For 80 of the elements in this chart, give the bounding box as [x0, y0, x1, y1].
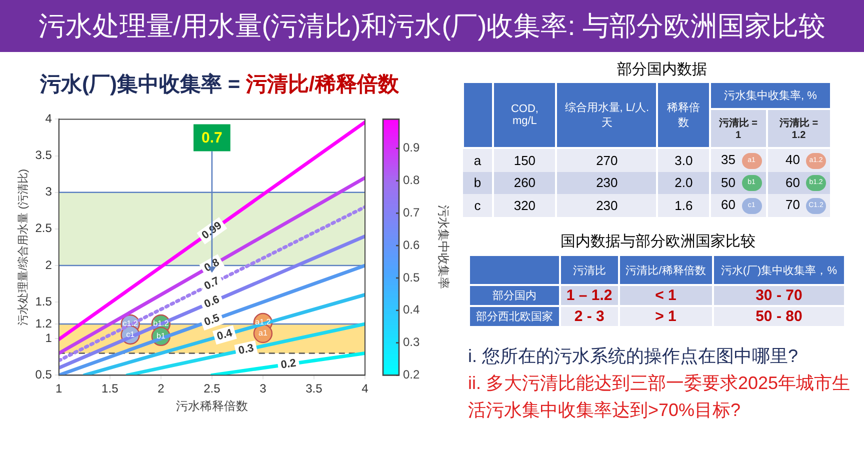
text: 0.3: [237, 342, 255, 358]
data-label: c1: [126, 330, 136, 340]
color-bar-label: 0.9: [403, 140, 420, 155]
text: 320: [514, 198, 536, 213]
x-tick-label: 1.5: [102, 382, 119, 396]
y-tick-label: 3.5: [35, 148, 52, 162]
text: 230: [596, 198, 618, 213]
text: 2 - 3: [574, 308, 604, 325]
text: 污水处理量/用水量(污清比)和污水(厂)收集率: 与部分欧洲国家比较: [38, 10, 826, 43]
category-label: 污清比/稀释倍数: [618, 255, 713, 285]
text: 1.6: [674, 198, 693, 213]
x-tick-label: 2.5: [204, 382, 221, 396]
text: 2.0: [674, 175, 693, 190]
category-label: a: [474, 152, 482, 168]
text: 230: [596, 175, 618, 190]
text: < 1: [655, 287, 676, 304]
category-label: 污清比: [560, 255, 619, 285]
color-bar-label: 0.5: [403, 270, 420, 284]
text: 40: [786, 152, 800, 167]
text: 150: [514, 152, 536, 168]
category-label: 污水(厂)集中收集率，%: [712, 255, 845, 285]
x-tick-label: 3.5: [306, 382, 323, 396]
text: 260: [514, 175, 536, 190]
text: 270: [596, 152, 618, 168]
category-label: 部分国内: [492, 290, 537, 302]
x-tick-label: 4: [362, 382, 369, 396]
text: 0.99: [200, 220, 224, 242]
text: 污水集中收集率, %: [710, 82, 831, 109]
chart-title: 污水(厂)集中收集率 =: [40, 73, 242, 96]
text: 0.4: [216, 326, 235, 343]
y-tick-label: 1.5: [35, 294, 52, 308]
text: 70: [786, 197, 800, 212]
text: ii. 多大污清比能达到三部一委要求2025年城市生活污水集中收集率达到>70%目标?: [468, 372, 852, 422]
text: 0.7: [202, 275, 222, 293]
color-bar-label: 0.3: [403, 335, 420, 350]
color-bar-label: 0.6: [403, 238, 420, 252]
y-tick-label: 1: [45, 330, 52, 345]
category-label: COD, mg/L: [493, 82, 556, 148]
text: 0.6: [202, 294, 222, 311]
text: i. 您所在的污水系统的操作点在图中哪里?: [468, 345, 800, 368]
category-label: 综合用水量, L/人.天: [556, 82, 658, 148]
text: 0.2: [280, 357, 297, 372]
y-tick-label: 4: [45, 112, 52, 126]
text: 部分国内数据: [616, 60, 708, 79]
text: 0.5: [202, 312, 222, 329]
category-label: c: [474, 198, 481, 213]
y-tick-label: 2.5: [35, 221, 52, 236]
text: 60: [721, 197, 736, 212]
text: 50: [721, 174, 736, 190]
text: 国内数据与部分欧洲国家比较: [560, 232, 756, 251]
color-bar-title: 污水集中收集率: [436, 205, 451, 290]
color-bar-label: 0.4: [403, 302, 420, 317]
y-tick-label: 1.2: [35, 316, 52, 330]
y-tick-label: 0.5: [35, 368, 52, 382]
x-axis-title: 污水稀释倍数: [176, 399, 248, 414]
annotation: 0.7: [202, 129, 222, 146]
text: 30 - 70: [756, 287, 802, 304]
x-tick-label: 2: [158, 382, 165, 396]
chart-subtitle: 污清比/稀释倍数: [246, 73, 399, 96]
text: > 1: [655, 308, 676, 325]
x-tick-label: 3: [260, 382, 267, 396]
data-label: c1.2: [122, 319, 138, 328]
text: 60: [786, 174, 800, 190]
color-bar-label: 0.2: [403, 368, 420, 382]
y-tick-label: 3: [45, 184, 52, 199]
data-label: a1: [258, 328, 268, 338]
text: 35: [721, 152, 736, 167]
category-label: b: [474, 175, 482, 190]
category-label: 污清比 = 1: [710, 108, 767, 148]
color-bar-label: 0.7: [403, 205, 420, 220]
text: 1 – 1.2: [566, 287, 612, 304]
y-tick-label: 2: [45, 258, 52, 272]
text: 3.0: [674, 152, 693, 168]
color-bar-label: 0.8: [403, 173, 420, 188]
text: 50 - 80: [756, 308, 802, 325]
x-tick-label: 1: [56, 382, 63, 396]
category-label: 部分西北欧国家: [476, 311, 554, 323]
y-axis-title: 污水处理量/综合用水量 (污清比): [16, 168, 30, 326]
category-label: 污清比 = 1.2: [766, 108, 831, 148]
category-label: 稀释倍数: [657, 82, 710, 148]
